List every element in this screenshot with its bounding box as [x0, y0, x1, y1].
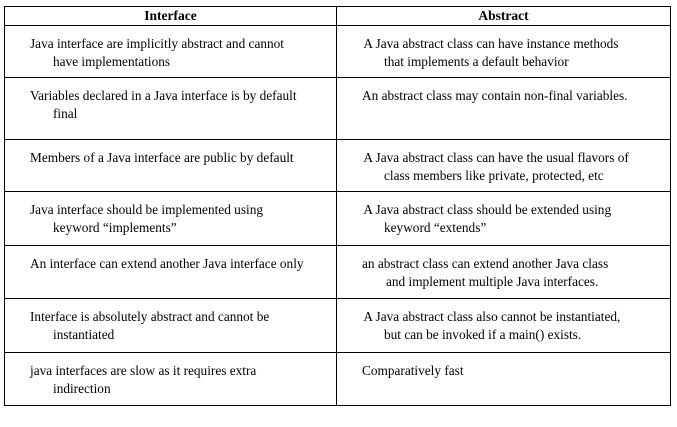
header-row: Interface Abstract	[4, 6, 671, 26]
abstract-cell: A Java abstract class can have the usual…	[336, 139, 671, 192]
table-row: java interfaces are slow as it requires …	[4, 352, 671, 406]
interface-text-line: Interface is absolutely abstract and can…	[30, 309, 270, 324]
interface-text-line: instantiated	[53, 327, 115, 342]
comparison-table: Interface Abstract Java interface are im…	[4, 6, 671, 406]
abstract-text-line: and implement multiple Java interfaces.	[386, 274, 599, 289]
abstract-text-line: A Java abstract class can have the usual…	[360, 150, 629, 165]
abstract-cell: A Java abstract class also cannot be ins…	[336, 298, 671, 353]
abstract-text-line: Comparatively fast	[362, 363, 464, 378]
table-row: Variables declared in a Java interface i…	[4, 77, 671, 140]
interface-text-line: have implementations	[53, 54, 171, 69]
abstract-text-line: An abstract class may contain non-final …	[362, 88, 628, 103]
interface-cell: Java interface should be implemented usi…	[4, 191, 337, 246]
abstract-cell: A Java abstract class should be extended…	[336, 191, 671, 246]
abstract-text-line: class members like private, protected, e…	[384, 168, 604, 183]
interface-cell: Members of a Java interface are public b…	[4, 139, 337, 192]
table-row: Java interface should be implemented usi…	[4, 191, 671, 246]
abstract-cell: an abstract class can extend another Jav…	[336, 245, 671, 299]
interface-text-line: Java interface are implicitly abstract a…	[30, 36, 284, 51]
interface-text-line: final	[53, 106, 78, 121]
interface-text-line: java interfaces are slow as it requires …	[30, 363, 257, 378]
abstract-text-line: that implements a default behavior	[384, 54, 569, 69]
interface-text-line: Members of a Java interface are public b…	[30, 150, 294, 165]
abstract-text-line: A Java abstract class can have instance …	[360, 36, 619, 51]
abstract-text-line: an abstract class can extend another Jav…	[362, 256, 609, 271]
header-interface: Interface	[4, 6, 337, 26]
abstract-cell: An abstract class may contain non-final …	[336, 77, 671, 140]
interface-text-line: Java interface should be implemented usi…	[30, 202, 263, 217]
interface-cell: java interfaces are slow as it requires …	[4, 352, 337, 406]
table-row: Members of a Java interface are public b…	[4, 139, 671, 192]
abstract-text-line: A Java abstract class also cannot be ins…	[360, 309, 621, 324]
interface-cell: Interface is absolutely abstract and can…	[4, 298, 337, 353]
interface-cell: Java interface are implicitly abstract a…	[4, 25, 337, 78]
table-row: An interface can extend another Java int…	[4, 245, 671, 299]
interface-text-line: keyword “implements”	[53, 220, 177, 235]
interface-text-line: indirection	[53, 381, 111, 396]
abstract-cell: Comparatively fast	[336, 352, 671, 406]
interface-cell: An interface can extend another Java int…	[4, 245, 337, 299]
abstract-text-line: keyword “extends”	[384, 220, 487, 235]
abstract-cell: A Java abstract class can have instance …	[336, 25, 671, 78]
table-row: Interface is absolutely abstract and can…	[4, 298, 671, 353]
interface-text-line: Variables declared in a Java interface i…	[30, 88, 297, 103]
abstract-text-line: but can be invoked if a main() exists.	[384, 327, 582, 342]
interface-cell: Variables declared in a Java interface i…	[4, 77, 337, 140]
header-abstract: Abstract	[336, 6, 671, 26]
interface-text-line: An interface can extend another Java int…	[30, 256, 304, 271]
abstract-text-line: A Java abstract class should be extended…	[360, 202, 612, 217]
table-row: Java interface are implicitly abstract a…	[4, 25, 671, 78]
